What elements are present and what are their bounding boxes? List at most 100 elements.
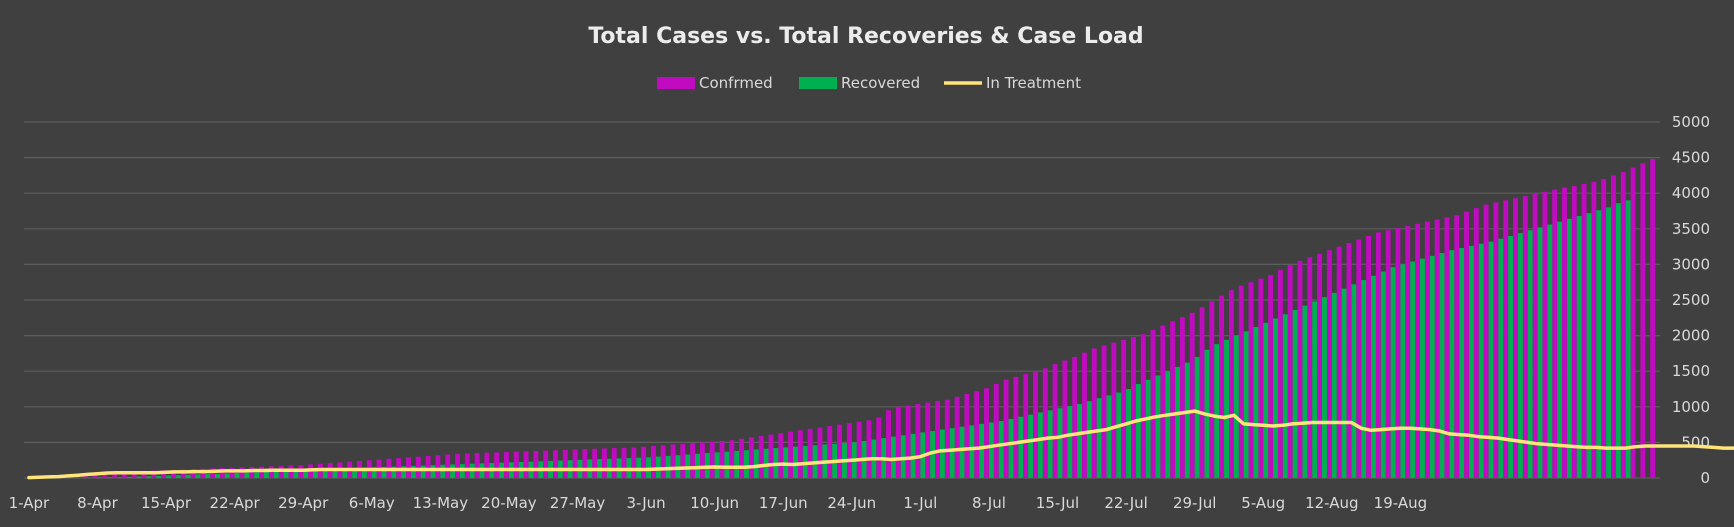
- bar-recovered: [1439, 253, 1445, 478]
- bar-confirmed: [670, 444, 676, 478]
- bar-confirmed: [1346, 243, 1352, 478]
- bar-recovered: [1116, 392, 1122, 478]
- bar-confirmed: [660, 445, 666, 478]
- bar-confirmed: [1062, 360, 1068, 478]
- bar-confirmed: [464, 453, 470, 478]
- bar-confirmed: [1130, 337, 1136, 478]
- bar-confirmed: [699, 442, 705, 478]
- bar-recovered: [1361, 280, 1367, 478]
- y-tick-label: 0: [1700, 469, 1710, 487]
- x-tick-label: 8-Jul: [972, 494, 1006, 512]
- bar-recovered: [1194, 356, 1200, 478]
- legend-swatch: [799, 77, 837, 89]
- bar-recovered: [1419, 258, 1425, 478]
- bar-recovered: [1380, 271, 1386, 478]
- bar-confirmed: [993, 384, 999, 478]
- bar-recovered: [1400, 264, 1406, 478]
- bar-confirmed: [406, 457, 411, 478]
- bar-recovered: [1517, 233, 1523, 478]
- bar-recovered: [381, 466, 387, 478]
- bar-recovered: [1576, 215, 1582, 478]
- bar-confirmed: [1650, 159, 1656, 479]
- bar-recovered: [959, 426, 965, 478]
- bar-recovered: [126, 476, 132, 478]
- x-tick-label: 24-Jun: [827, 494, 876, 512]
- bar-confirmed: [415, 456, 421, 478]
- bar-confirmed: [553, 450, 558, 478]
- x-tick-label: 29-Jul: [1173, 494, 1216, 512]
- bar-confirmed: [1385, 230, 1391, 478]
- bar-recovered: [273, 470, 279, 478]
- bar-recovered: [939, 429, 945, 478]
- bar-recovered: [1351, 284, 1357, 478]
- bar-confirmed: [1121, 339, 1127, 478]
- bar-confirmed: [1620, 171, 1626, 478]
- bar-recovered: [1135, 384, 1141, 478]
- bar-recovered: [342, 468, 348, 478]
- bar-confirmed: [592, 448, 598, 478]
- bar-recovered: [1468, 245, 1474, 478]
- bar-confirmed: [719, 440, 725, 478]
- bar-recovered: [910, 433, 916, 478]
- bar-confirmed: [797, 430, 803, 478]
- x-tick-label: 29-Apr: [278, 494, 329, 512]
- bar-recovered: [1508, 235, 1514, 478]
- bar-confirmed: [121, 471, 127, 478]
- bar-recovered: [332, 468, 338, 478]
- bar-confirmed: [1562, 187, 1567, 478]
- bar-recovered: [979, 423, 985, 478]
- bar-confirmed: [846, 423, 852, 478]
- bar-confirmed: [1101, 345, 1107, 478]
- bar-confirmed: [709, 441, 715, 478]
- bar-confirmed: [1571, 186, 1577, 478]
- bar-confirmed: [190, 469, 196, 478]
- bar-recovered: [1331, 292, 1337, 478]
- bar-confirmed: [219, 468, 225, 478]
- bar-recovered: [117, 477, 122, 478]
- bar-recovered: [1047, 410, 1053, 478]
- x-tick-label: 12-Aug: [1305, 494, 1358, 512]
- bar-recovered: [1498, 238, 1504, 478]
- bar-recovered: [1057, 408, 1063, 478]
- bar-confirmed: [1179, 317, 1185, 478]
- bar-confirmed: [582, 449, 588, 478]
- bar-recovered: [1449, 250, 1455, 478]
- bar-confirmed: [1513, 198, 1518, 478]
- bar-recovered: [1566, 218, 1572, 478]
- bar-recovered: [1233, 335, 1239, 478]
- bar-recovered: [166, 475, 171, 478]
- bar-confirmed: [1140, 334, 1146, 478]
- bar-confirmed: [455, 453, 460, 478]
- bar-recovered: [1165, 371, 1171, 478]
- bar-confirmed: [1532, 193, 1538, 479]
- bar-recovered: [1390, 267, 1396, 478]
- bar-confirmed: [1405, 225, 1411, 478]
- bar-recovered: [1488, 241, 1494, 478]
- bar-confirmed: [112, 471, 118, 478]
- y-tick-label: 2000: [1672, 327, 1710, 345]
- x-tick-label: 1-Apr: [9, 494, 50, 512]
- bar-confirmed: [964, 393, 970, 478]
- bar-recovered: [1527, 230, 1533, 478]
- bar-recovered: [1312, 301, 1318, 478]
- bar-confirmed: [1003, 379, 1009, 478]
- bar-recovered: [1155, 375, 1161, 478]
- bar-confirmed: [1189, 312, 1195, 478]
- bar-recovered: [1106, 395, 1112, 478]
- bar-recovered: [900, 435, 906, 478]
- bar-confirmed: [935, 401, 940, 478]
- bar-recovered: [1273, 318, 1278, 478]
- bar-confirmed: [1160, 325, 1166, 478]
- y-tick-label: 500: [1681, 433, 1710, 451]
- bar-recovered: [175, 475, 181, 478]
- bar-recovered: [1253, 327, 1259, 478]
- bar-confirmed: [817, 427, 823, 478]
- bar-confirmed: [543, 450, 549, 478]
- y-tick-label: 1500: [1672, 362, 1710, 380]
- bar-confirmed: [1591, 181, 1597, 479]
- bar-confirmed: [1297, 260, 1303, 478]
- bar-confirmed: [1395, 228, 1401, 478]
- bar-recovered: [215, 473, 220, 478]
- bar-confirmed: [1238, 285, 1244, 478]
